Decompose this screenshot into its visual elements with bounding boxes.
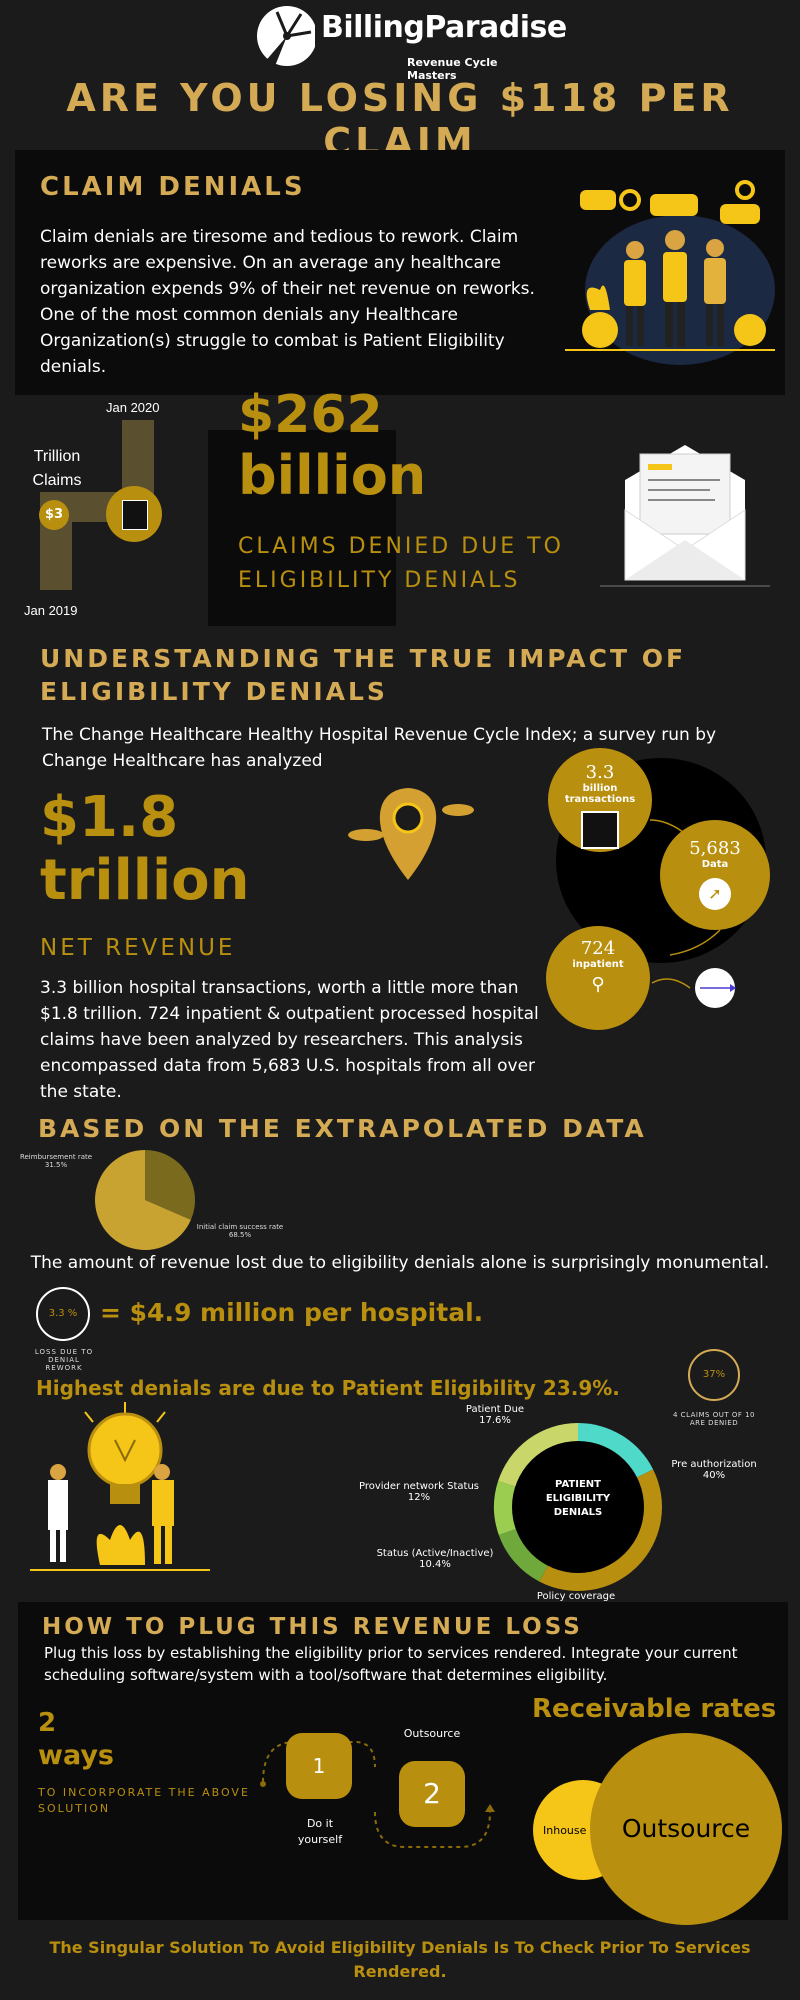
receivable-heading: Receivable rates xyxy=(532,1694,777,1724)
impact-intro: The Change Healthcare Healthy Hospital R… xyxy=(42,725,717,771)
pie-label-initial-success-pct: 68.5% xyxy=(228,1231,252,1239)
outsource-bubble xyxy=(590,1733,782,1925)
envelope-icon xyxy=(600,445,770,587)
logo-fan-icon xyxy=(257,6,315,66)
brand-tagline: Revenue Cycle Masters xyxy=(407,56,498,82)
donut-label-provider-network-name: Provider network Status xyxy=(358,1481,479,1492)
extrapolated-heading: BASED ON THE EXTRAPOLATED DATA xyxy=(38,1114,647,1143)
timeline-top-label: Jan 2020 xyxy=(106,400,160,415)
donut-label-provider-network-pct: 12% xyxy=(407,1492,431,1503)
denials-donut-chart xyxy=(494,1423,662,1591)
loss-circle: 3.3 % xyxy=(36,1287,90,1341)
impact-heading: UNDERSTANDING THE TRUE IMPACT OF ELIGIBI… xyxy=(40,644,687,706)
outsource-label: Outsource xyxy=(621,1814,751,1843)
plug-heading: HOW TO PLUG THIS REVENUE LOSS xyxy=(42,1614,583,1640)
lightbulb-team-illustration-icon xyxy=(30,1402,210,1571)
footer-statement: The Singular Solution To Avoid Eligibili… xyxy=(49,1938,751,1981)
brand-name: BillingParadise xyxy=(321,10,567,45)
bubble-inpatient-value: 724 xyxy=(580,938,616,959)
claim-denials-body: Claim denials are tiresome and tedious t… xyxy=(40,227,535,377)
transactions-doc-icon xyxy=(581,811,619,849)
location-pin-icon xyxy=(348,788,474,880)
impact-body: 3.3 billion hospital transactions, worth… xyxy=(40,978,539,1102)
bubble-inpatient: 724 inpatient ⚲ xyxy=(546,926,650,1030)
bubble-transactions: 3.3 billion transactions xyxy=(548,748,652,852)
bubble-data: 5,683 Data ➚ xyxy=(660,820,770,930)
timeline-bottom-label: Jan 2019 xyxy=(24,603,78,618)
pie-label-reimbursement: Reimbursement rate 31.5% xyxy=(16,1153,96,1169)
inhouse-label: Inhouse xyxy=(543,1824,587,1837)
donut-label-status: Status (Active/Inactive) 10.4% xyxy=(370,1548,500,1570)
ways-word: ways xyxy=(38,1740,115,1771)
donut-label-provider-network: Provider network Status 12% xyxy=(354,1481,484,1503)
cursor-click-icon: ➚ xyxy=(699,878,731,910)
stat-262-amount: $262 xyxy=(238,385,383,445)
pie-label-reimbursement-pct: 31.5% xyxy=(44,1161,68,1169)
arrow-connector xyxy=(651,968,736,1008)
step-2-label: Outsource xyxy=(403,1727,461,1740)
pie-label-reimbursement-name: Reimbursement rate xyxy=(19,1153,93,1161)
stat-262-unit: billion xyxy=(238,444,427,507)
bubble-data-value: 5,683 xyxy=(689,838,741,859)
bubble-transactions-label: billion transactions xyxy=(564,783,636,805)
extrapolated-statement: The amount of revenue lost due to eligib… xyxy=(30,1253,770,1273)
impact-big-amount: $1.8 xyxy=(40,785,179,850)
ring-circle: 37% xyxy=(688,1349,740,1401)
stat-262-panel xyxy=(208,430,396,626)
pie-label-initial-success: Initial claim success rate 68.5% xyxy=(192,1223,288,1239)
donut-label-status-name: Status (Active/Inactive) xyxy=(376,1548,494,1559)
loss-caption: LOSS DUE TO DENIAL REWORK xyxy=(34,1348,94,1372)
stat-262-caption: CLAIMS DENIED DUE TO ELIGIBILITY DENIALS xyxy=(238,534,564,593)
ways-caption: TO INCORPORATE THE ABOVE SOLUTION xyxy=(38,1786,250,1815)
bubble-transactions-value: 3.3 xyxy=(585,762,615,783)
team-illustration-icon xyxy=(565,180,775,365)
pie-slice-initial-claim-success-rate xyxy=(95,1150,191,1250)
step-1-label: Do it yourself xyxy=(297,1817,343,1846)
claim-denials-panel: CLAIM DENIALS Claim denials are tiresome… xyxy=(15,150,785,395)
timeline-coin: $3 xyxy=(39,500,69,530)
donut-label-status-pct: 10.4% xyxy=(419,1559,451,1570)
donut-label-pre-authorization-pct: 40% xyxy=(702,1470,726,1481)
ring-caption: 4 CLAIMS OUT OF 10 ARE DENIED xyxy=(673,1411,755,1427)
bubble-data-label: Data xyxy=(701,859,729,870)
claim-denials-heading: CLAIM DENIALS xyxy=(40,172,306,202)
donut-label-policy-coverage: Policy coverage xyxy=(526,1591,626,1602)
donut-label-pre-authorization: Pre authorization 40% xyxy=(664,1459,764,1481)
donut-label-patient-due: Patient Due 17.6% xyxy=(452,1404,538,1426)
plug-body: Plug this loss by establishing the eligi… xyxy=(44,1644,738,1684)
per-hospital-statement: = $4.9 million per hospital. xyxy=(100,1298,484,1327)
ways-number: 2 xyxy=(38,1708,57,1738)
highest-heading: Highest denials are due to Patient Eligi… xyxy=(36,1376,620,1400)
donut-label-patient-due-pct: 17.6% xyxy=(479,1415,511,1426)
reimbursement-pie-chart xyxy=(95,1150,195,1250)
donut-label-policy-coverage-name: Policy coverage xyxy=(536,1591,616,1602)
donut-label-patient-due-name: Patient Due xyxy=(465,1404,525,1415)
step-1-button[interactable]: 1 xyxy=(286,1733,352,1799)
impact-net-label: NET REVENUE xyxy=(40,935,236,961)
bubble-inpatient-label: inpatient xyxy=(572,959,624,970)
timeline-claims-label: Trillion Claims xyxy=(32,448,82,489)
donut-center-label: PATIENT ELIGIBILITY DENIALS xyxy=(545,1479,611,1518)
donut-label-pre-authorization-name: Pre authorization xyxy=(671,1459,757,1470)
pie-slice-reimbursement-rate xyxy=(145,1150,195,1220)
people-icon: ⚲ xyxy=(591,974,605,995)
impact-big-unit: trillion xyxy=(40,848,250,913)
pie-label-initial-success-name: Initial claim success rate xyxy=(196,1223,284,1231)
brand-logo[interactable]: BillingParadise Revenue Cycle Masters xyxy=(255,4,567,82)
step-2-button[interactable]: 2 xyxy=(399,1761,465,1827)
timeline-document-icon xyxy=(106,486,162,542)
